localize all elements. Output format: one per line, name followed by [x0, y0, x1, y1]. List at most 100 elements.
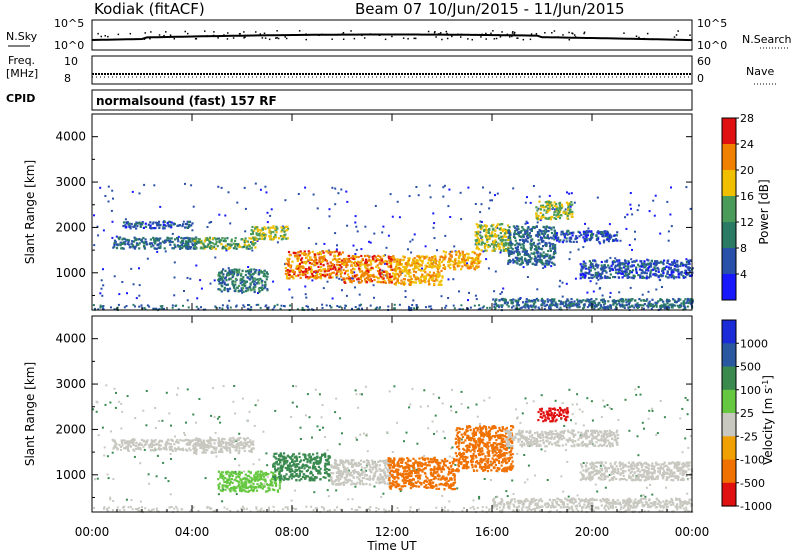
echo-cell [617, 270, 620, 273]
echo-cell [258, 458, 261, 461]
echo-cell [534, 255, 537, 258]
echo-cell [408, 257, 411, 260]
echo-cell [180, 243, 183, 246]
echo-cell [353, 276, 356, 279]
echo-cell [683, 271, 686, 275]
echo-cell [604, 276, 607, 279]
echo-cell [472, 251, 475, 254]
echo-cell [274, 227, 277, 230]
echo-cell [529, 246, 532, 249]
echo-cell [268, 231, 271, 234]
echo-cell [670, 270, 673, 274]
echo-cell [595, 298, 598, 301]
echo-cell [426, 262, 429, 265]
echo-cell [110, 209, 113, 212]
ground-cell [361, 307, 363, 310]
echo-cell [352, 257, 355, 261]
echo-cell [93, 214, 95, 217]
echo-cell [537, 232, 540, 235]
echo-cell [691, 267, 694, 270]
echo-cell [261, 227, 264, 230]
echo-cell [429, 274, 432, 277]
echo-cell [432, 393, 435, 396]
echo-cell [384, 254, 387, 257]
echo-cell [251, 249, 254, 252]
echo-cell [185, 245, 188, 249]
echo-cell [367, 259, 370, 262]
echo-cell [530, 299, 533, 302]
echo-cell [272, 237, 275, 240]
echo-cell [312, 193, 315, 196]
echo-cell [260, 281, 263, 284]
echo-cell [131, 240, 134, 243]
nsky-dot [643, 37, 645, 40]
echo-cell [321, 250, 324, 253]
echo-cell [476, 266, 479, 269]
echo-cell [100, 279, 103, 282]
echo-cell [317, 265, 320, 268]
nsky-dot [227, 32, 229, 34]
echo-cell [474, 259, 477, 262]
echo-cell [569, 305, 572, 308]
echo-cell [340, 262, 343, 265]
echo-cell [488, 234, 492, 237]
nsky-dot [551, 32, 553, 34]
echo-cell [388, 265, 391, 268]
echo-cell [684, 276, 687, 279]
echo-cell [213, 279, 216, 282]
echo-cell [603, 265, 606, 268]
echo-cell [265, 452, 268, 455]
echo-cell [408, 406, 411, 409]
echo-cell [338, 443, 341, 446]
echo-cell [447, 261, 450, 264]
echo-cell [463, 253, 466, 257]
echo-cell [538, 200, 541, 203]
echo-cell [659, 400, 662, 402]
ground-cell [243, 305, 246, 308]
echo-cell [256, 230, 259, 233]
echo-cell [507, 238, 510, 241]
echo-cell [310, 265, 313, 269]
echo-cell [411, 258, 415, 261]
echo-cell [517, 304, 521, 307]
echo-cell [627, 276, 631, 279]
ground-cell [607, 308, 610, 311]
echo-cell [378, 259, 381, 262]
echo-cell [497, 245, 500, 248]
echo-cell [315, 276, 318, 279]
echo-cell [627, 298, 630, 301]
echo-cell [276, 241, 279, 244]
echo-cell [655, 274, 658, 277]
echo-cell [437, 264, 440, 268]
echo-cell [563, 305, 566, 308]
echo-cell [667, 239, 670, 242]
echo-cell [214, 247, 217, 250]
echo-cell [166, 236, 169, 239]
echo-cell [608, 474, 611, 476]
echo-cell [375, 265, 378, 268]
echo-cell [232, 280, 235, 283]
nsky-dot [514, 31, 516, 34]
ground-cell [339, 305, 342, 308]
echo-cell [147, 223, 150, 226]
echo-cell [649, 305, 652, 308]
echo-cell [460, 402, 463, 405]
echo-cell [636, 435, 639, 438]
echo-cell [241, 397, 244, 400]
echo-cell [608, 406, 611, 409]
ground-cell [138, 305, 141, 308]
echo-cell [104, 195, 107, 197]
echo-cell [672, 277, 676, 280]
echo-cell [597, 271, 600, 274]
echo-cell [408, 195, 411, 198]
echo-cell [492, 227, 495, 230]
echo-cell [505, 231, 509, 234]
echo-cell [542, 251, 545, 254]
echo-cell [375, 275, 378, 279]
ground-cell [323, 508, 326, 511]
echo-cell [466, 259, 470, 262]
echo-cell [408, 269, 411, 272]
echo-cell [535, 251, 539, 254]
ground-cell [607, 505, 609, 508]
